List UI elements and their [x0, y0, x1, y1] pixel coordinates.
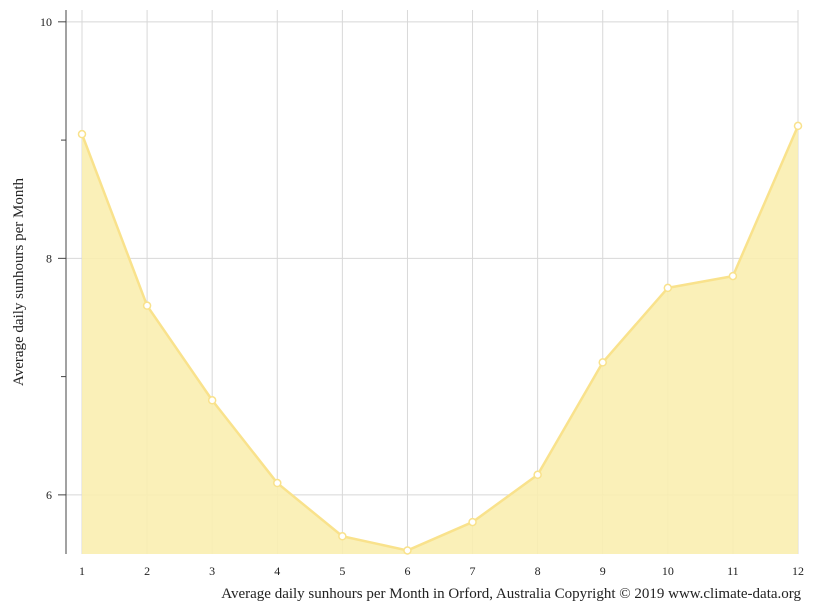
data-point-month-10[interactable]: [663, 283, 673, 293]
x-tick-label: 1: [79, 564, 85, 578]
y-tick-label: 6: [46, 488, 52, 502]
y-tick-label: 8: [46, 251, 52, 265]
point-layer: [77, 121, 803, 555]
series-line: [80, 125, 800, 552]
chart-caption: Average daily sunhours per Month in Orfo…: [221, 586, 801, 602]
x-tick-label: 8: [535, 564, 541, 578]
data-point-month-9[interactable]: [598, 358, 607, 367]
data-point-month-1[interactable]: [77, 129, 87, 139]
x-tick-label: 12: [792, 564, 804, 578]
x-tick-label: 7: [470, 564, 476, 578]
x-tick-label: 6: [404, 564, 410, 578]
y-tick-label: 10: [40, 15, 52, 29]
data-point-month-3[interactable]: [207, 396, 217, 405]
x-tick-label: 11: [727, 564, 739, 578]
axis-layer: [58, 10, 67, 554]
data-point-month-12[interactable]: [793, 121, 803, 131]
x-tick-label: 2: [144, 564, 150, 578]
data-point-month-2[interactable]: [142, 301, 152, 310]
x-tick-label: 4: [274, 564, 280, 578]
data-point-month-8[interactable]: [533, 470, 542, 480]
x-tick-label: 3: [209, 564, 215, 578]
data-point-month-5[interactable]: [338, 532, 347, 541]
data-point-month-11[interactable]: [728, 271, 738, 281]
data-point-month-7[interactable]: [468, 517, 477, 527]
y-axis-title: Average daily sunhours per Month: [11, 178, 27, 387]
x-tick-label: 9: [600, 564, 606, 578]
data-point-month-4[interactable]: [273, 478, 282, 488]
x-tick-label: 5: [339, 564, 345, 578]
data-point-month-6[interactable]: [403, 546, 412, 555]
area-fill: [82, 125, 798, 554]
x-tick-label: 10: [662, 564, 674, 578]
area-layer: [80, 125, 800, 554]
